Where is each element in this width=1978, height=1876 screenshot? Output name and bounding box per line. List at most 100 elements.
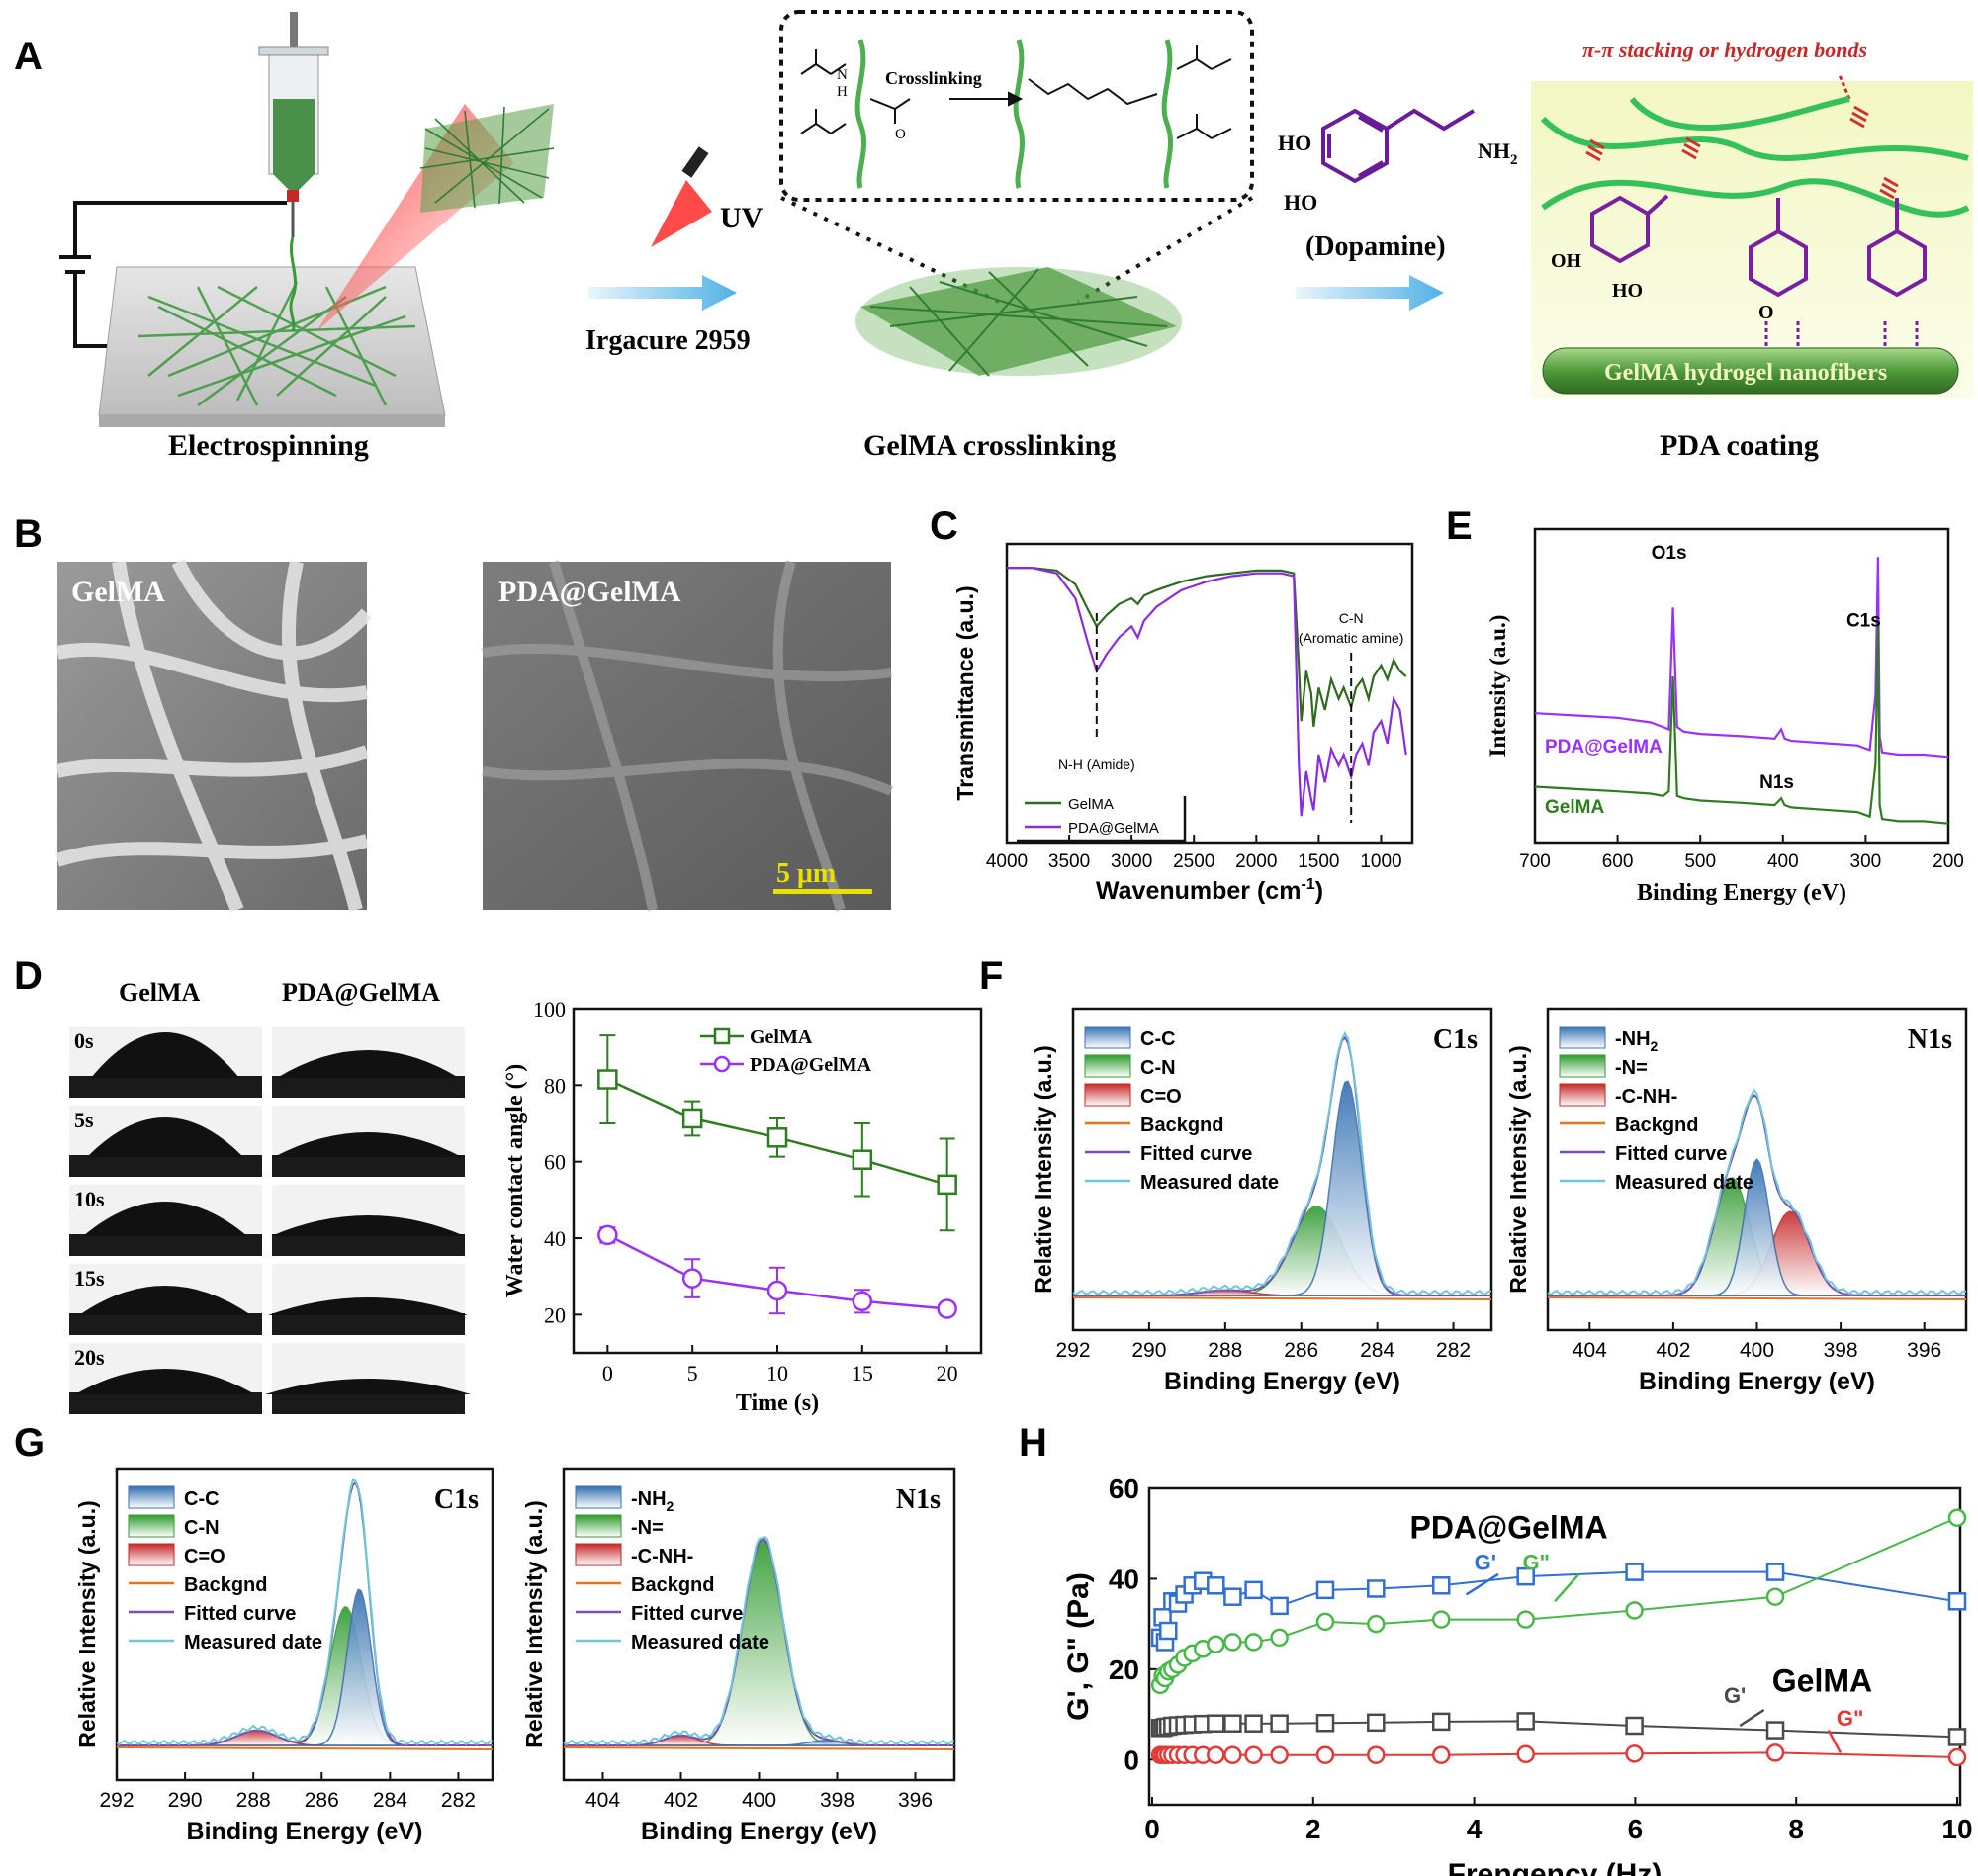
chart-g-c1s-legend-label: Backgnd bbox=[184, 1574, 267, 1596]
chart-g-n1s-ylabel: Relative Intensity (a.u.) bbox=[521, 1500, 547, 1748]
droplet-substrate bbox=[69, 1076, 262, 1098]
c-annot-cn-sub: (Aromatic amine) bbox=[1299, 630, 1404, 646]
h-point bbox=[1625, 1601, 1644, 1620]
h-point bbox=[1625, 1563, 1644, 1581]
h-label-pda: PDA@GelMA bbox=[1409, 1509, 1607, 1545]
h-arrow-gelma-gp bbox=[1739, 1708, 1765, 1728]
chart-f-c1s-fitted-curve bbox=[1073, 1035, 1491, 1296]
d-y-tick-label: 80 bbox=[544, 1073, 566, 1098]
e-x-tick-label: 600 bbox=[1602, 851, 1634, 872]
chart-f-c1s-legend-label: C=O bbox=[1140, 1086, 1182, 1108]
scale-bar-label: 5 μm bbox=[776, 858, 836, 889]
h-point bbox=[1431, 1576, 1451, 1595]
syringe bbox=[258, 12, 329, 332]
zoom-line-right bbox=[1076, 196, 1254, 304]
panel-b: B GelMA PDA@GelMA 5 μm bbox=[14, 512, 893, 913]
chart-g-n1s-x-tick-label: 396 bbox=[898, 1789, 933, 1812]
h-point bbox=[1207, 1745, 1225, 1764]
droplet-image bbox=[69, 1185, 262, 1256]
chart-g-n1s-legend-label: -C-NH- bbox=[631, 1546, 693, 1567]
caption-crosslinking: GelMA crosslinking bbox=[863, 429, 1116, 462]
plot-frame bbox=[1147, 1486, 1962, 1807]
deposited-fibers bbox=[137, 281, 416, 407]
e-x-tick-label: 300 bbox=[1850, 851, 1882, 872]
h-label-pda-gpp: G" bbox=[1522, 1550, 1550, 1574]
sem-gelma-fibers bbox=[54, 558, 373, 913]
h-x-tick-label: 2 bbox=[1305, 1814, 1321, 1844]
e-peak-n1s: N1s bbox=[1759, 772, 1794, 793]
h-point bbox=[1223, 1587, 1242, 1606]
sem-pda-texture bbox=[482, 560, 893, 912]
h-point bbox=[1947, 1592, 1967, 1611]
pda-oh-label: OH bbox=[1551, 250, 1582, 272]
h-arrow-pda-gpp bbox=[1554, 1573, 1580, 1603]
d-x-tick-label: 0 bbox=[602, 1361, 613, 1385]
droplet-time-label: 20s bbox=[74, 1345, 105, 1370]
e-peak-c1s: C1s bbox=[1846, 610, 1881, 631]
fiber-rod-label: GelMA hydrogel nanofibers bbox=[1604, 360, 1887, 386]
chart-f-c1s-component-1 bbox=[1073, 1206, 1491, 1296]
chart-g-c1s-fitted-curve bbox=[117, 1480, 493, 1746]
h-x-tick-label: 8 bbox=[1788, 1814, 1804, 1844]
e-x-tick-label: 700 bbox=[1519, 851, 1551, 872]
chart-g-c1s-legend-label: C-N bbox=[184, 1517, 220, 1539]
h-point bbox=[1947, 1747, 1967, 1767]
h-point bbox=[1244, 1580, 1263, 1600]
chart-g-c1s-measured-curve bbox=[116, 1478, 494, 1746]
droplet-shape bbox=[271, 1215, 465, 1236]
crosslinking-label: Crosslinking bbox=[885, 68, 982, 88]
droplet-images: 0s 5s 10s 15s 20s bbox=[69, 1027, 471, 1414]
chart-f-n1s-x-tick-label: 402 bbox=[1656, 1339, 1690, 1362]
d-x-tick-label: 10 bbox=[766, 1361, 788, 1385]
droplet-substrate bbox=[69, 1234, 262, 1256]
c-x-tick-label: 2500 bbox=[1173, 851, 1214, 872]
droplet-shape bbox=[83, 1202, 247, 1236]
chart-f-c1s-legend-label: Fitted curve bbox=[1140, 1143, 1252, 1165]
dopamine-label: (Dopamine) bbox=[1305, 231, 1446, 262]
h-y-tick-label: 0 bbox=[1124, 1744, 1139, 1775]
dopamine-nh2: NH2 bbox=[1478, 138, 1518, 168]
c-series-pda bbox=[1007, 567, 1407, 817]
h-point bbox=[1315, 1580, 1335, 1600]
chart-f-n1s-legend-label: -N= bbox=[1615, 1057, 1648, 1079]
chart-g-c1s-legend-swatch bbox=[128, 1485, 175, 1509]
e-x-tick-label: 500 bbox=[1684, 851, 1716, 872]
h-arrow-gelma-gpp bbox=[1827, 1729, 1843, 1754]
d-x-tick-label: 20 bbox=[937, 1361, 958, 1385]
chart-f-n1s-legend-label: -C-NH- bbox=[1615, 1086, 1677, 1108]
droplet-shape bbox=[75, 1369, 255, 1394]
chart-f-c1s: 292 290 288 286 284 282 C-C C-N C=O Backgnd Fitted… bbox=[1031, 1007, 1493, 1395]
crosslinked-mat-icon bbox=[855, 267, 1182, 377]
droplet-image bbox=[272, 1106, 465, 1177]
pda-o-label: O bbox=[1758, 302, 1774, 323]
c-annot-nh: N-H (Amide) bbox=[1058, 757, 1135, 772]
c-series-gelma bbox=[1007, 567, 1407, 727]
scale-bar bbox=[773, 889, 872, 894]
chart-f-n1s-legend-label: Measured date bbox=[1615, 1172, 1753, 1194]
d-point bbox=[937, 1298, 957, 1319]
h-point bbox=[1207, 1714, 1225, 1733]
chart-f-c1s-legend-swatch bbox=[1084, 1083, 1131, 1107]
h-point bbox=[1625, 1716, 1644, 1736]
h-y-tick-label: 20 bbox=[1109, 1654, 1139, 1685]
chart-g-n1s-legend-label: Fitted curve bbox=[631, 1603, 743, 1625]
droplet-substrate bbox=[69, 1313, 262, 1335]
chart-g-c1s-legend-label: C-C bbox=[184, 1488, 220, 1510]
plot-frame bbox=[1005, 542, 1414, 845]
h-label-gelma-gpp: G" bbox=[1837, 1706, 1864, 1731]
droplet-image bbox=[69, 1027, 262, 1098]
h-label-gelma: GelMA bbox=[1772, 1663, 1872, 1699]
d-point bbox=[597, 1069, 618, 1090]
h-point bbox=[1516, 1610, 1535, 1629]
chart-f-n1s-xlabel: Binding Energy (eV) bbox=[1639, 1368, 1875, 1395]
d-legend-marker-pda bbox=[713, 1055, 731, 1073]
droplet-time-label: 0s bbox=[74, 1028, 94, 1053]
h-point bbox=[1431, 1712, 1451, 1732]
panel-label-a: A bbox=[14, 35, 43, 78]
h-point bbox=[1315, 1714, 1335, 1733]
chart-f-n1s-legend-label: Fitted curve bbox=[1615, 1143, 1727, 1165]
h-x-tick-label: 0 bbox=[1144, 1814, 1160, 1844]
chart-g-n1s: 404 402 400 398 396 -NH2 -N= -C-NH- Backgnd Fitte… bbox=[521, 1467, 956, 1845]
h-point bbox=[1947, 1508, 1967, 1527]
e-label-gelma: GelMA bbox=[1545, 797, 1604, 818]
